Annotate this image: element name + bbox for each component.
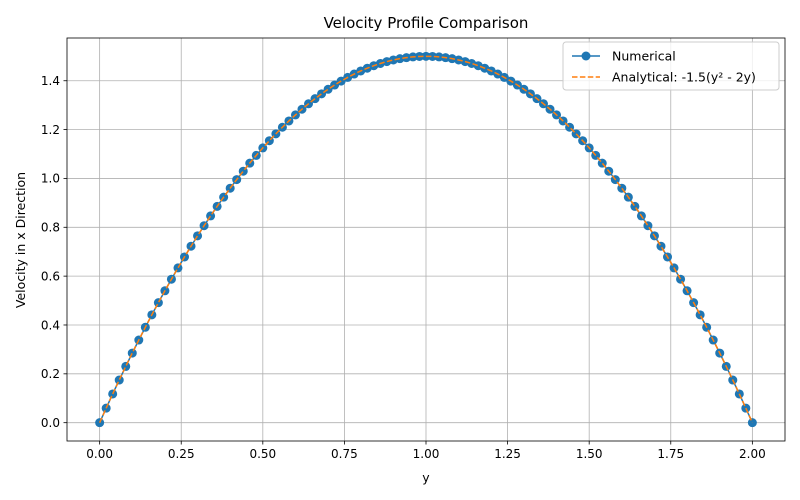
y-tick-label: 0.2	[41, 367, 60, 381]
series-numerical-point	[428, 51, 438, 61]
y-tick-label: 0.8	[41, 221, 60, 235]
series-numerical-point	[676, 274, 686, 284]
y-tick-label: 1.0	[41, 172, 60, 186]
series-numerical-point	[643, 221, 653, 231]
x-tick-label: 0.25	[168, 447, 195, 461]
series-numerical-point	[95, 418, 105, 428]
tick-layer: 0.00 0.25 0.50 0.75 1.00 1.25 1.50 1.75 2.00 0.0 0…	[41, 74, 766, 461]
y-tick-label: 0.4	[41, 318, 60, 332]
y-axis-label: Velocity in x Direction	[13, 172, 28, 308]
y-tick-label: 0.6	[41, 269, 60, 283]
y-tick-label: 0.0	[41, 416, 60, 430]
series-numerical-point	[193, 231, 203, 241]
series-numerical-point	[114, 375, 124, 385]
series-numerical-point	[153, 298, 163, 308]
x-tick-label: 0.50	[249, 447, 276, 461]
y-tick-label: 1.2	[41, 123, 60, 137]
series-numerical-point	[206, 211, 216, 221]
legend-box	[562, 41, 780, 91]
series-numerical-point	[121, 361, 131, 371]
x-tick-label: 1.50	[576, 447, 603, 461]
series-numerical-point	[656, 241, 666, 251]
x-tick-label: 0.75	[331, 447, 358, 461]
x-tick-label: 1.25	[494, 447, 521, 461]
x-axis-label: y	[422, 470, 430, 485]
legend: Numerical Analytical: -1.5(y² - 2y)	[562, 41, 780, 91]
series-numerical-point	[108, 389, 118, 399]
legend-numerical-label: Numerical	[612, 49, 676, 64]
series-layer	[95, 51, 757, 428]
series-numerical-point	[173, 263, 183, 273]
x-tick-label: 0.00	[86, 447, 113, 461]
series-numerical-point	[747, 418, 757, 428]
x-tick-label: 1.75	[657, 447, 684, 461]
series-analytical-line	[98, 55, 754, 423]
series-numerical-point	[127, 348, 137, 358]
legend-analytical-label: Analytical: -1.5(y² - 2y)	[612, 70, 756, 85]
chart-title: Velocity Profile Comparison	[324, 14, 529, 32]
grid-layer	[67, 38, 785, 441]
y-tick-label: 1.4	[41, 74, 60, 88]
series-numerical-point	[695, 310, 705, 320]
x-tick-label: 1.00	[413, 447, 440, 461]
x-tick-label: 2.00	[739, 447, 766, 461]
legend-numerical-marker	[581, 51, 591, 61]
series-numerical-point	[630, 201, 640, 211]
